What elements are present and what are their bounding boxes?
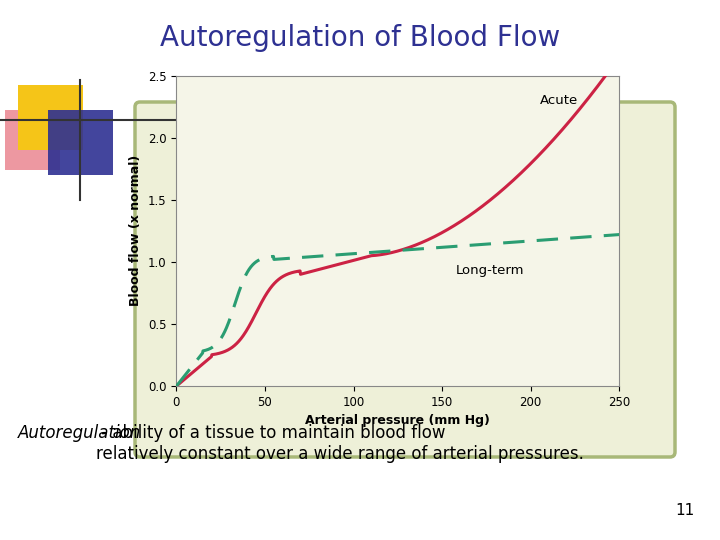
Text: Autoregulation: Autoregulation xyxy=(18,424,141,442)
FancyBboxPatch shape xyxy=(5,110,60,170)
FancyBboxPatch shape xyxy=(135,102,675,457)
X-axis label: Arterial pressure (mm Hg): Arterial pressure (mm Hg) xyxy=(305,414,490,427)
Text: Acute: Acute xyxy=(539,94,577,107)
Text: Long-term: Long-term xyxy=(456,264,525,277)
FancyBboxPatch shape xyxy=(48,110,113,175)
Y-axis label: Blood flow (x normal): Blood flow (x normal) xyxy=(130,155,143,307)
FancyBboxPatch shape xyxy=(18,85,83,150)
Text: - ability of a tissue to maintain blood flow
relatively constant over a wide ran: - ability of a tissue to maintain blood … xyxy=(96,424,584,463)
Text: Autoregulation of Blood Flow: Autoregulation of Blood Flow xyxy=(160,24,560,52)
Text: 11: 11 xyxy=(675,503,695,518)
